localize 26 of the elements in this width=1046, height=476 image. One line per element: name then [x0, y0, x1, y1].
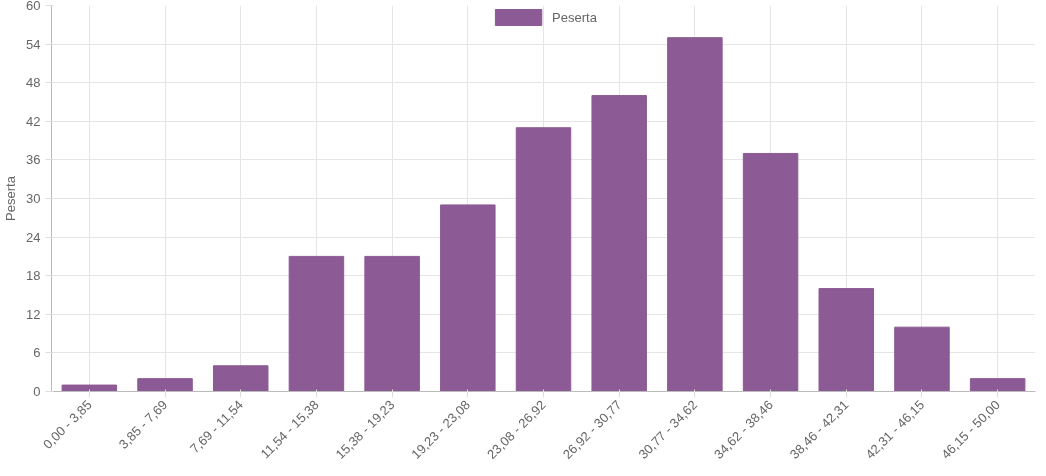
bar — [742, 152, 799, 392]
y-tick-label: 48 — [26, 75, 41, 91]
y-tick-label: 36 — [26, 152, 41, 168]
bar — [288, 255, 345, 392]
bar — [515, 127, 572, 392]
bar — [61, 384, 118, 392]
bar — [137, 378, 193, 392]
bar — [364, 255, 420, 392]
bar — [894, 326, 950, 392]
y-tick-label: 12 — [26, 306, 41, 322]
y-tick-label: 6 — [33, 345, 41, 361]
bar — [818, 288, 875, 392]
y-tick-label: 18 — [26, 268, 41, 284]
y-tick-label: 24 — [26, 229, 41, 245]
bar — [591, 95, 647, 392]
y-tick-label: 42 — [26, 113, 41, 129]
y-tick-label: 60 — [26, 0, 41, 13]
y-tick-label: 54 — [26, 36, 41, 52]
y-axis-title: Peserta — [3, 175, 19, 221]
bar — [969, 378, 1026, 392]
y-tick-label: 30 — [26, 191, 41, 206]
bar — [440, 204, 496, 392]
legend-label: Peserta — [552, 9, 597, 25]
bar — [212, 365, 269, 392]
bar — [667, 37, 723, 392]
y-tick-label: 0 — [33, 384, 41, 399]
